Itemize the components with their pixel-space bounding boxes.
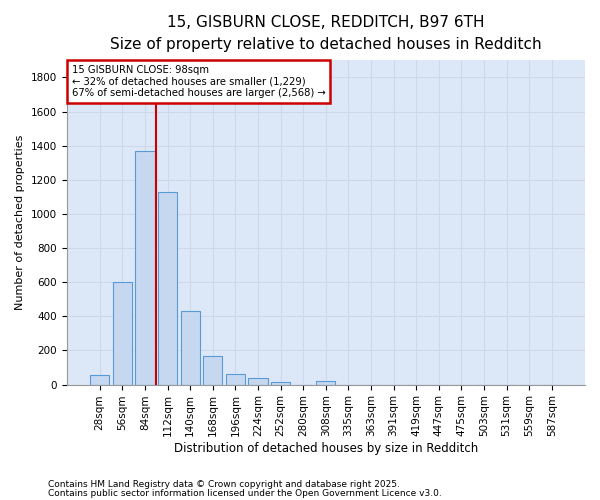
Bar xyxy=(203,356,223,384)
Title: 15, GISBURN CLOSE, REDDITCH, B97 6TH
Size of property relative to detached house: 15, GISBURN CLOSE, REDDITCH, B97 6TH Siz… xyxy=(110,15,542,52)
Y-axis label: Number of detached properties: Number of detached properties xyxy=(15,135,25,310)
Bar xyxy=(181,311,200,384)
Bar xyxy=(136,151,155,384)
Bar xyxy=(158,192,177,384)
Text: Contains public sector information licensed under the Open Government Licence v3: Contains public sector information licen… xyxy=(48,489,442,498)
Text: Contains HM Land Registry data © Crown copyright and database right 2025.: Contains HM Land Registry data © Crown c… xyxy=(48,480,400,489)
Text: 15 GISBURN CLOSE: 98sqm
← 32% of detached houses are smaller (1,229)
67% of semi: 15 GISBURN CLOSE: 98sqm ← 32% of detache… xyxy=(72,65,325,98)
Bar xyxy=(316,381,335,384)
Bar xyxy=(113,282,132,384)
Bar xyxy=(248,378,268,384)
Bar xyxy=(90,375,109,384)
Bar xyxy=(271,382,290,384)
Bar xyxy=(226,374,245,384)
X-axis label: Distribution of detached houses by size in Redditch: Distribution of detached houses by size … xyxy=(173,442,478,455)
